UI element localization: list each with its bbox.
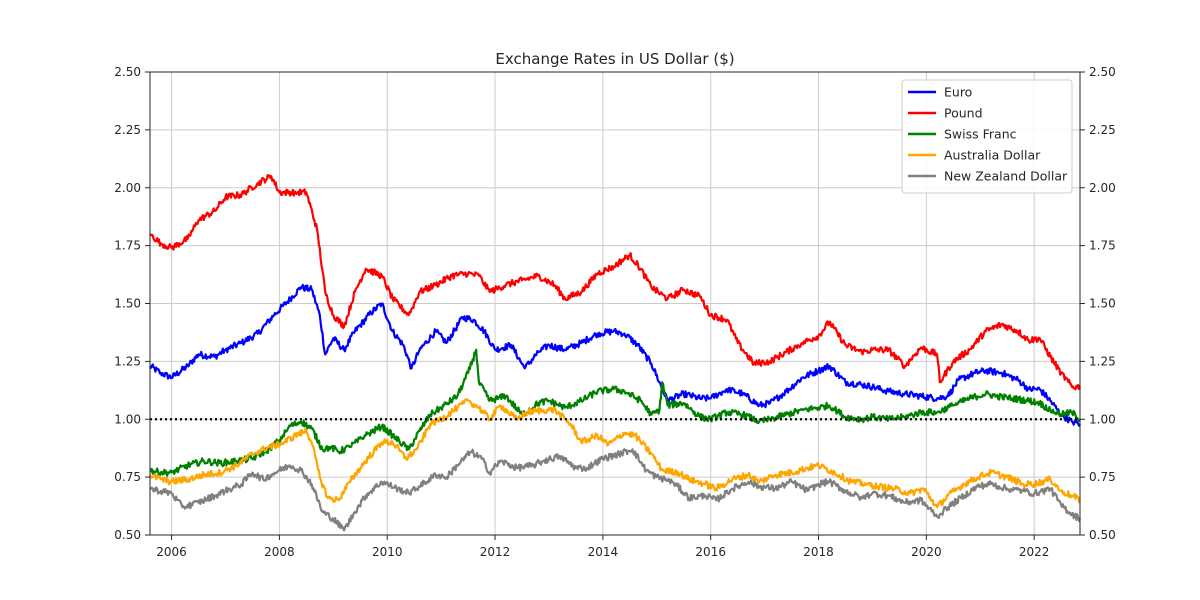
- chart-title: Exchange Rates in US Dollar ($): [495, 50, 734, 68]
- y-tick-label-right: 1.00: [1089, 412, 1116, 426]
- legend-label: Australia Dollar: [944, 148, 1041, 163]
- legend-label: New Zealand Dollar: [944, 169, 1068, 184]
- series-line-australia-dollar: [148, 398, 1081, 509]
- x-tick-label: 2020: [911, 545, 942, 559]
- y-tick-label-right: 2.25: [1089, 123, 1116, 137]
- x-tick-label: 2010: [372, 545, 403, 559]
- y-tick-label-left: 2.25: [114, 123, 141, 137]
- y-tick-label-right: 2.50: [1089, 65, 1116, 79]
- y-tick-label-right: 1.75: [1089, 239, 1116, 253]
- x-axis: 2006 2008 2010 2012 2014 2016 2018 2020 2022: [156, 535, 1049, 559]
- y-tick-label-right: 0.75: [1089, 470, 1116, 484]
- y-tick-label-right: 2.00: [1089, 181, 1116, 195]
- x-tick-label: 2008: [264, 545, 295, 559]
- x-tick-label: 2016: [695, 545, 726, 559]
- series-line-new-zealand-dollar: [149, 448, 1082, 532]
- x-tick-label: 2014: [588, 545, 619, 559]
- x-tick-label: 2006: [156, 545, 187, 559]
- y-axis-left: 0.50 0.75 1.00 1.25 1.50 1.75 2.00 2.25 2.50: [114, 65, 150, 542]
- y-tick-label-right: 0.50: [1089, 528, 1116, 542]
- y-tick-label-left: 0.75: [114, 470, 141, 484]
- y-tick-label-left: 1.25: [114, 354, 141, 368]
- x-tick-label: 2018: [803, 545, 834, 559]
- legend: Euro Pound Swiss Franc Australia Dollar New …: [901, 79, 1073, 194]
- y-tick-label-left: 0.50: [114, 528, 141, 542]
- y-tick-label-left: 1.00: [114, 412, 141, 426]
- series-line-euro: [149, 283, 1081, 427]
- series-line-pound: [149, 174, 1082, 391]
- x-tick-label: 2022: [1019, 545, 1050, 559]
- y-tick-label-left: 2.00: [114, 181, 141, 195]
- legend-box: [901, 79, 1073, 194]
- y-tick-label-right: 1.25: [1089, 354, 1116, 368]
- legend-label: Pound: [944, 106, 983, 121]
- series-layer: [148, 174, 1082, 532]
- y-tick-label-left: 1.75: [114, 239, 141, 253]
- y-tick-label-left: 2.50: [114, 65, 141, 79]
- y-axis-right: 0.50 0.75 1.00 1.25 1.50 1.75 2.00 2.25 2.50: [1080, 65, 1116, 542]
- legend-label: Euro: [944, 85, 972, 100]
- y-tick-label-left: 1.50: [114, 297, 141, 311]
- series-line-swiss-franc: [149, 348, 1081, 477]
- legend-label: Swiss Franc: [944, 127, 1017, 142]
- y-tick-label-right: 1.50: [1089, 297, 1116, 311]
- x-tick-label: 2012: [480, 545, 511, 559]
